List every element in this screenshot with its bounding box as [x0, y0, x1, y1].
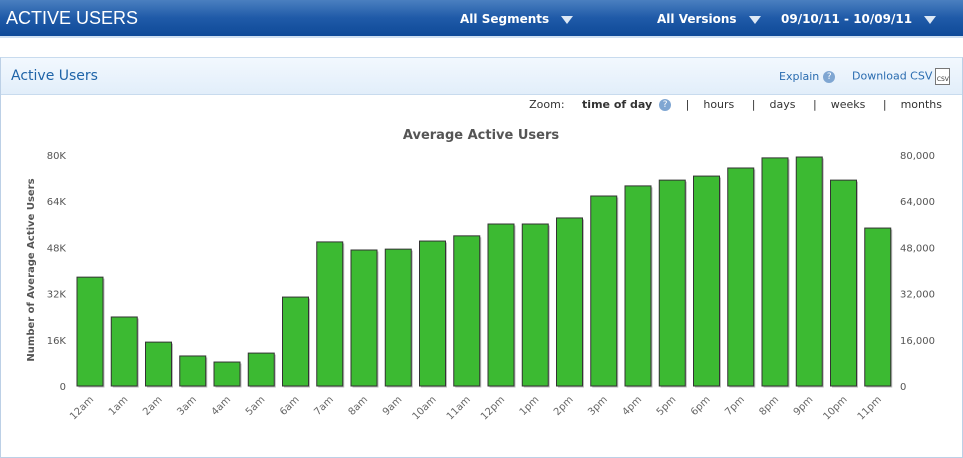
x-tick-label: 12am — [68, 394, 96, 422]
zoom-hours[interactable]: hours — [703, 98, 735, 111]
y-tick-right: 64,000 — [900, 197, 935, 208]
bar[interactable] — [384, 248, 412, 387]
y-tick-right: 0 — [900, 382, 906, 393]
y-axis-label: Number of Average Active Users — [26, 178, 37, 361]
x-tick-label: 10am — [411, 394, 439, 422]
x-tick-label: 8pm — [757, 394, 781, 418]
segments-dropdown[interactable]: All Segments — [460, 12, 574, 26]
y-tick-left: 64K — [47, 197, 67, 208]
x-tick-label: 4pm — [620, 394, 644, 418]
top-bar: ACTIVE USERS All Segments All Versions 0… — [0, 0, 963, 38]
x-tick-label: 10pm — [821, 394, 849, 422]
bar[interactable] — [145, 341, 172, 387]
y-tick-right: 48,000 — [900, 243, 935, 254]
date-range-dropdown[interactable]: 09/10/11 - 10/09/11 — [781, 12, 937, 26]
bar[interactable] — [521, 223, 549, 387]
bar[interactable] — [795, 156, 823, 387]
zoom-weeks[interactable]: weeks — [830, 98, 866, 111]
x-tick-label: 1am — [107, 394, 131, 418]
y-tick-left: 48K — [47, 243, 67, 254]
y-tick-left: 16K — [47, 336, 67, 347]
download-label: Download CSV — [852, 69, 933, 83]
bar[interactable] — [864, 227, 892, 387]
bar[interactable] — [213, 361, 241, 387]
x-tick-label: 2pm — [552, 394, 576, 418]
bar[interactable] — [624, 185, 652, 387]
date-range-label: 09/10/11 - 10/09/11 — [781, 12, 913, 26]
active-users-panel: Active Users Explain? Download CSV CSV — [0, 57, 963, 458]
x-tick-label: 3am — [175, 394, 199, 418]
page-title: ACTIVE USERS — [6, 8, 139, 28]
separator: | — [812, 98, 817, 111]
explain-label: Explain — [779, 70, 820, 83]
x-tick-label: 7am — [312, 394, 336, 418]
bar[interactable] — [590, 195, 618, 387]
bar[interactable] — [727, 167, 755, 387]
y-tick-left: 0 — [60, 382, 66, 393]
zoom-controls: Zoom: time of day? | hours | days | weeks |… — [529, 98, 942, 111]
panel-header: Active Users Explain? Download CSV CSV — [1, 58, 962, 95]
bar[interactable] — [693, 175, 720, 387]
bar[interactable] — [419, 240, 446, 387]
bar[interactable] — [247, 352, 275, 387]
chevron-down-icon — [748, 15, 761, 24]
x-tick-label: 5pm — [655, 394, 679, 418]
chart-title: Average Active Users — [403, 128, 559, 143]
bar[interactable] — [316, 241, 344, 387]
explain-link[interactable]: Explain? — [779, 70, 836, 83]
download-csv-link[interactable]: Download CSV CSV — [852, 68, 951, 85]
help-icon: ? — [823, 71, 836, 83]
csv-file-icon: CSV — [935, 68, 951, 85]
separator: | — [685, 98, 690, 111]
bar[interactable] — [453, 235, 481, 387]
y-tick-left: 32K — [47, 290, 67, 301]
x-tick-label: 7pm — [723, 394, 747, 418]
bar[interactable] — [350, 249, 378, 387]
x-tick-label: 11pm — [856, 394, 884, 422]
segments-label: All Segments — [460, 12, 550, 26]
x-tick-label: 6am — [278, 394, 302, 418]
bar[interactable] — [179, 355, 207, 387]
bar[interactable] — [761, 157, 789, 387]
x-tick-label: 9pm — [792, 394, 816, 418]
bar[interactable] — [282, 296, 309, 387]
bar[interactable] — [830, 179, 857, 387]
x-tick-label: 8am — [347, 394, 371, 418]
bar[interactable] — [658, 179, 686, 387]
y-tick-right: 16,000 — [900, 336, 935, 347]
zoom-days[interactable]: days — [769, 98, 796, 111]
y-tick-left: 80K — [47, 151, 67, 162]
x-tick-label: 1pm — [518, 394, 542, 418]
x-tick-label: 5am — [244, 394, 268, 418]
x-tick-label: 11am — [445, 394, 473, 422]
versions-dropdown[interactable]: All Versions — [657, 12, 761, 26]
bar[interactable] — [110, 316, 138, 387]
x-tick-label: 4am — [210, 394, 234, 418]
x-tick-label: 2am — [141, 394, 165, 418]
x-tick-label: 9am — [381, 394, 405, 418]
y-tick-right: 80,000 — [900, 151, 935, 162]
chevron-down-icon — [924, 15, 937, 24]
versions-label: All Versions — [657, 12, 737, 26]
bar[interactable] — [556, 217, 583, 387]
separator: | — [751, 98, 756, 111]
bar[interactable] — [487, 223, 515, 387]
chevron-down-icon — [561, 15, 574, 24]
x-tick-label: 3pm — [586, 394, 610, 418]
zoom-label: Zoom: — [529, 98, 565, 111]
panel-title: Active Users — [11, 68, 98, 84]
active-users-chart: Average Active Users Number of Average A… — [26, 128, 935, 423]
y-tick-right: 32,000 — [900, 290, 935, 301]
zoom-time-of-day[interactable]: time of day — [582, 98, 653, 111]
x-tick-label: 12pm — [479, 394, 507, 422]
zoom-months[interactable]: months — [900, 98, 942, 111]
bar[interactable] — [76, 276, 104, 387]
separator: | — [882, 98, 887, 111]
help-icon[interactable]: ? — [659, 99, 672, 111]
x-tick-label: 6pm — [689, 394, 713, 418]
